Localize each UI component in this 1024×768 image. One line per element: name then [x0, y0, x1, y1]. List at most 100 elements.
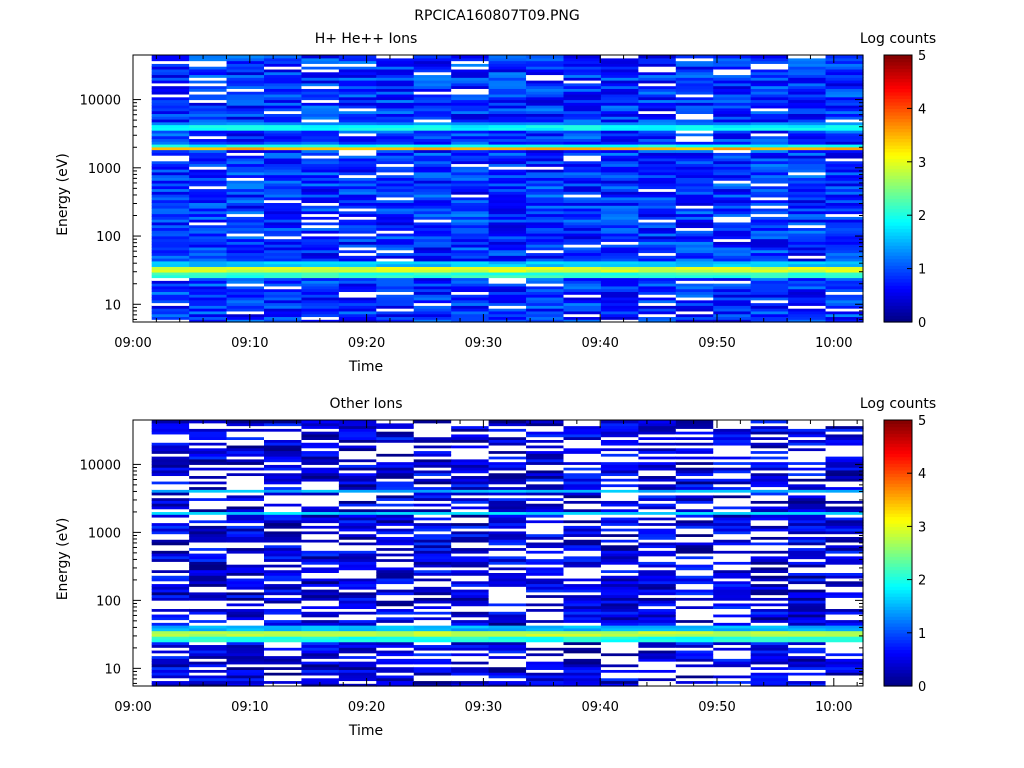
heatmap-cell	[526, 647, 565, 651]
heatmap-cell	[226, 553, 265, 557]
heatmap-cell	[451, 597, 490, 601]
heatmap-cell	[638, 118, 677, 123]
heatmap-cell	[563, 110, 602, 115]
heatmap-cell	[825, 492, 864, 496]
heatmap-cell	[713, 528, 752, 532]
heatmap-cell	[825, 605, 864, 610]
heatmap-cell	[788, 174, 827, 178]
heatmap-cell	[600, 96, 639, 101]
heatmap-cell	[451, 219, 490, 223]
heatmap-cell	[563, 91, 602, 95]
heatmap-cell	[638, 213, 677, 217]
heatmap-cell	[151, 71, 190, 76]
heatmap-cell	[413, 666, 452, 670]
heatmap-cell	[488, 602, 527, 607]
heatmap-cell	[226, 489, 265, 493]
heatmap-cell	[825, 210, 864, 215]
heatmap-cell	[376, 93, 415, 98]
heatmap-cell	[189, 561, 228, 565]
heatmap-cell	[189, 68, 228, 73]
heatmap-cell	[376, 616, 415, 621]
heatmap-cell	[488, 57, 527, 62]
heatmap-cell	[600, 255, 639, 259]
heatmap-cell	[675, 55, 714, 59]
heatmap-cell	[638, 444, 677, 449]
heatmap-cell	[376, 130, 415, 134]
heatmap-cell	[675, 244, 714, 248]
heatmap-cell	[301, 71, 340, 76]
heatmap-cell	[413, 503, 452, 507]
heatmap-cell	[600, 144, 639, 148]
heatmap-cell	[151, 285, 190, 290]
heatmap-cell	[675, 57, 714, 62]
heatmap-cell	[788, 60, 827, 64]
heatmap-cell	[788, 316, 827, 320]
heatmap-cell	[264, 469, 303, 474]
heatmap-cell	[451, 505, 490, 510]
heatmap-cell	[526, 666, 565, 670]
heatmap-cell	[638, 205, 677, 209]
heatmap-cell	[413, 569, 452, 573]
heatmap-cell	[226, 113, 265, 117]
heatmap-cell	[451, 283, 490, 287]
colorbar-segment	[884, 562, 912, 567]
heatmap-cell	[264, 674, 303, 679]
heatmap-cell	[189, 180, 228, 184]
heatmap-cell	[151, 63, 190, 67]
heatmap-cell	[264, 633, 303, 637]
heatmap-cell	[563, 302, 602, 306]
heatmap-cell	[451, 105, 490, 109]
heatmap-cell	[338, 219, 377, 223]
heatmap-cell	[338, 182, 377, 187]
heatmap-cell	[413, 528, 452, 532]
heatmap-cell	[301, 252, 340, 256]
heatmap-cell	[338, 299, 377, 304]
heatmap-cell	[338, 577, 377, 582]
heatmap-cell	[675, 82, 714, 87]
heatmap-cell	[376, 177, 415, 181]
heatmap-cell	[526, 93, 565, 98]
heatmap-cell	[376, 431, 415, 435]
heatmap-cell	[451, 472, 490, 477]
heatmap-cell	[788, 80, 827, 84]
heatmap-cell	[376, 683, 415, 687]
heatmap-cell	[488, 583, 527, 587]
heatmap-cell	[563, 674, 602, 679]
heatmap-cell	[675, 420, 714, 424]
heatmap-cell	[413, 63, 452, 67]
heatmap-cell	[413, 194, 452, 198]
heatmap-cell	[563, 207, 602, 212]
heatmap-cell	[151, 74, 190, 78]
heatmap-cell	[301, 661, 340, 665]
heatmap-cell	[750, 191, 789, 195]
heatmap-cell	[713, 107, 752, 112]
heatmap-cell	[638, 425, 677, 429]
heatmap-cell	[226, 613, 265, 618]
heatmap-cell	[488, 638, 527, 643]
heatmap-cell	[376, 516, 415, 521]
heatmap-cell	[264, 450, 303, 454]
heatmap-cell	[825, 221, 864, 226]
heatmap-cell	[526, 661, 565, 665]
heatmap-cell	[638, 157, 677, 162]
heatmap-cell	[638, 227, 677, 231]
heatmap-cell	[376, 533, 415, 537]
heatmap-cell	[338, 622, 377, 626]
heatmap-cell	[488, 146, 527, 151]
heatmap-cell	[226, 130, 265, 134]
heatmap-cell	[413, 522, 452, 526]
heatmap-cell	[675, 489, 714, 493]
heatmap-cell	[189, 425, 228, 429]
heatmap-cell	[488, 572, 527, 576]
heatmap-cell	[825, 135, 864, 140]
heatmap-cell	[488, 130, 527, 134]
heatmap-cell	[713, 310, 752, 315]
heatmap-cell	[675, 60, 714, 64]
heatmap-cell	[226, 283, 265, 287]
heatmap-cell	[638, 431, 677, 435]
heatmap-cell	[563, 157, 602, 162]
heatmap-cell	[638, 558, 677, 562]
heatmap-cell	[413, 299, 452, 304]
heatmap-cell	[151, 141, 190, 145]
heatmap-cell	[376, 636, 415, 640]
